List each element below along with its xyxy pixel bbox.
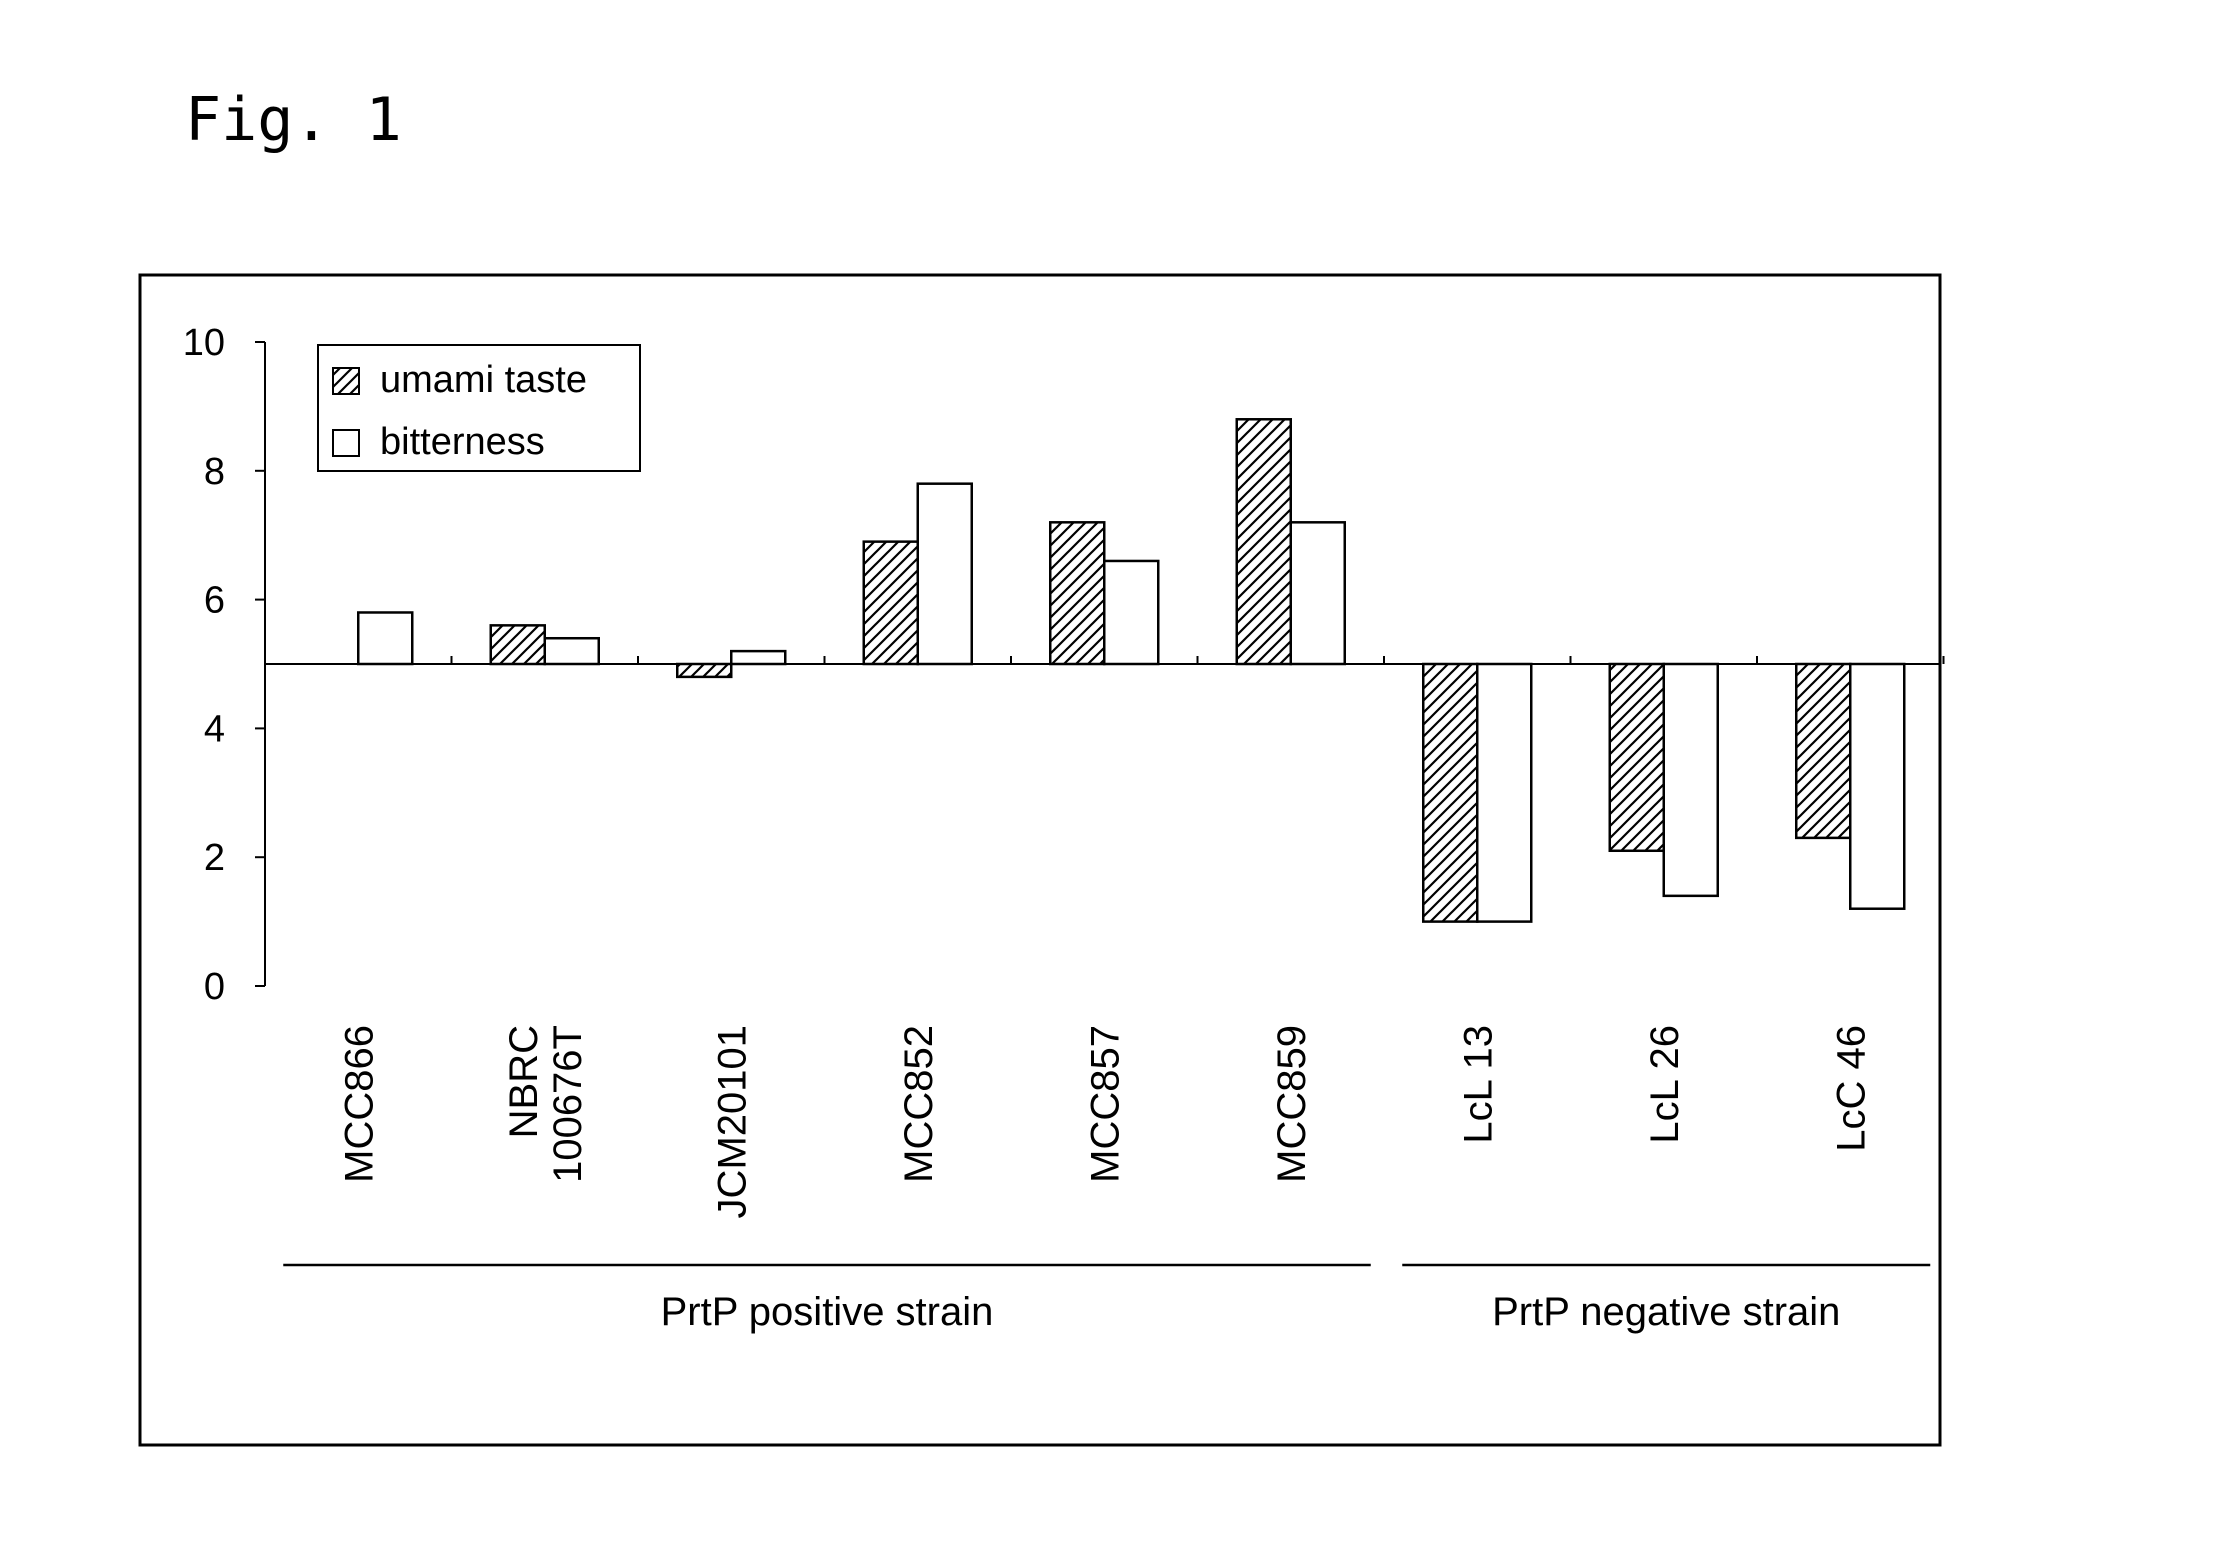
- bar-umami-taste-1: [491, 625, 545, 664]
- bar-bitterness-5: [1291, 522, 1345, 664]
- bar-umami-taste-7: [1610, 664, 1664, 851]
- bar-bitterness-2: [731, 651, 785, 664]
- category-label: LcL 13: [1456, 1025, 1500, 1144]
- y-tick-label: 0: [204, 966, 225, 1008]
- bar-umami-taste-6: [1423, 664, 1477, 922]
- bar-bitterness-1: [545, 638, 599, 664]
- category-label: MCC852: [897, 1025, 941, 1183]
- y-tick-label: 10: [183, 322, 225, 364]
- y-axis-ticks: 0 2 4 6 8 10: [183, 322, 265, 1008]
- legend-label-umami: umami taste: [380, 359, 587, 401]
- bar-umami-taste-4: [1050, 522, 1104, 664]
- category-label: JCM20101: [710, 1025, 754, 1218]
- category-label: LcL 26: [1643, 1025, 1687, 1144]
- category-label: 100676T: [546, 1025, 590, 1183]
- bar-bitterness-0: [358, 612, 412, 664]
- y-tick-label: 2: [204, 837, 225, 879]
- category-label: MCC857: [1083, 1025, 1127, 1183]
- category-labels: MCC866 NBRC100676T JCM20101 MCC852 MCC857 MCC…: [337, 1025, 1873, 1218]
- bar-bitterness-3: [918, 484, 972, 664]
- bar-umami-taste-5: [1237, 419, 1291, 664]
- bar-bitterness-6: [1477, 664, 1531, 922]
- bar-umami-taste-3: [864, 542, 918, 664]
- category-label: MCC866: [337, 1025, 381, 1183]
- legend-swatch-umami: [333, 368, 359, 394]
- group-brackets: PrtP positive strain PrtP negative strain: [283, 1265, 1930, 1334]
- y-tick-label: 8: [204, 451, 225, 493]
- legend-label-bitterness: bitterness: [380, 421, 545, 463]
- group-label: PrtP negative strain: [1492, 1290, 1840, 1334]
- bar-umami-taste-8: [1796, 664, 1850, 838]
- y-tick-label: 4: [204, 708, 225, 750]
- legend: umami taste bitterness: [318, 345, 640, 471]
- y-tick-label: 6: [204, 580, 225, 622]
- category-label: LcC 46: [1829, 1025, 1873, 1152]
- bars: [358, 419, 1904, 921]
- bar-bitterness-4: [1104, 561, 1158, 664]
- bar-bitterness-8: [1850, 664, 1904, 909]
- group-label: PrtP positive strain: [661, 1290, 994, 1334]
- bar-bitterness-7: [1664, 664, 1718, 896]
- category-label: NBRC: [502, 1025, 546, 1138]
- category-label: MCC859: [1270, 1025, 1314, 1183]
- legend-swatch-bitterness: [333, 430, 359, 456]
- bar-umami-taste-2: [677, 664, 731, 677]
